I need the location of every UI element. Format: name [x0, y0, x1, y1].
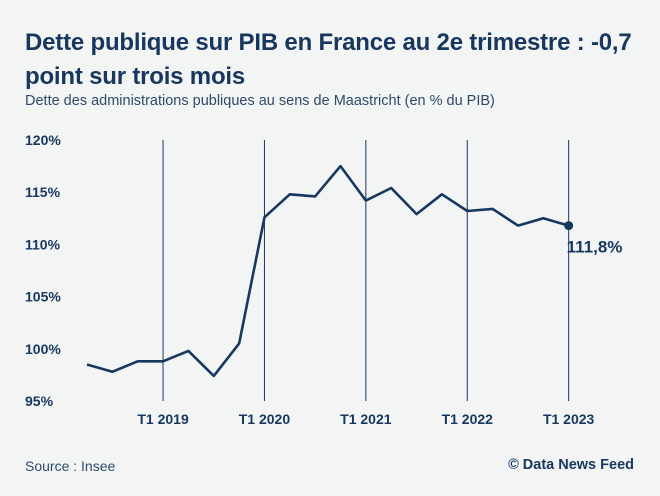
y-tick-label: 110% — [25, 236, 61, 252]
end-value-label: 111,8% — [567, 238, 623, 257]
y-tick-label: 105% — [25, 289, 61, 305]
y-tick-label: 120% — [25, 132, 61, 148]
x-tick-label: T1 2019 — [137, 411, 189, 427]
x-tick-label: T1 2020 — [239, 411, 291, 427]
chart-subtitle: Dette des administrations publiques au s… — [25, 93, 495, 109]
y-tick-label: 115% — [25, 184, 61, 200]
chart-title: Dette publique sur PIB en France au 2e t… — [25, 29, 632, 90]
series-line — [86, 164, 570, 378]
source-note: Source : Insee — [25, 458, 116, 474]
last-data-point — [564, 221, 574, 231]
x-tick-label: T1 2023 — [543, 411, 595, 427]
x-tick-label: T1 2022 — [442, 411, 494, 427]
credit-label: © Data News Feed — [508, 457, 634, 473]
y-tick-label: 100% — [25, 341, 61, 357]
x-tick-label: T1 2021 — [340, 411, 392, 427]
y-tick-label: 95% — [25, 393, 54, 409]
